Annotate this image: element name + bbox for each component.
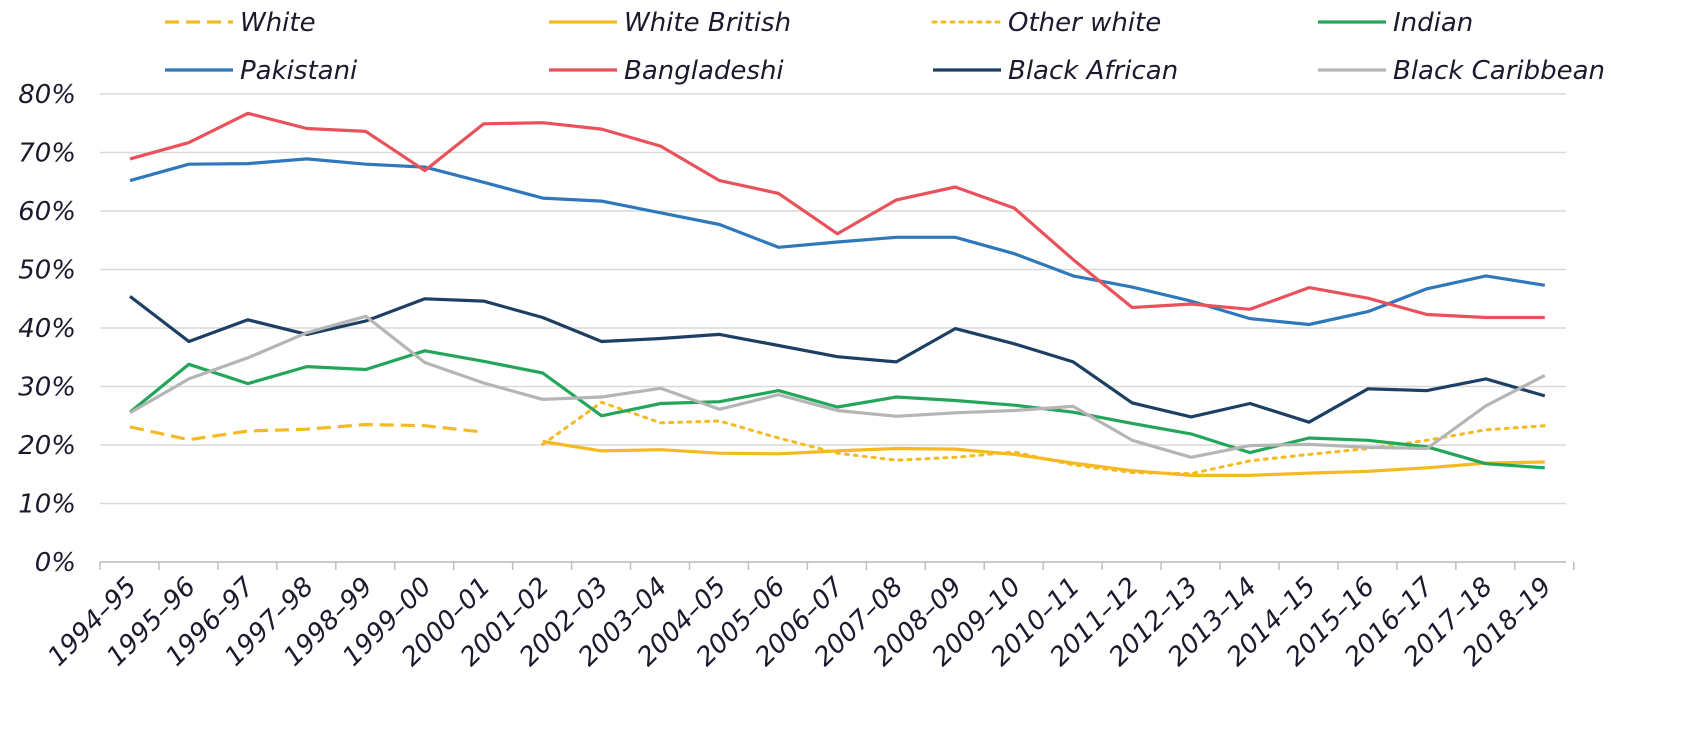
legend-label: Other white	[1008, 8, 1161, 38]
y-tick-label: 70%	[18, 139, 76, 169]
legend-label: White British	[624, 8, 791, 38]
y-tick-label: 60%	[18, 197, 76, 227]
legend-item-indian: Indian	[1318, 8, 1473, 38]
y-tick-label: 20%	[18, 431, 76, 461]
legend-item-black-african: Black African	[933, 56, 1178, 86]
legend-item-white: White	[165, 8, 316, 38]
series-line-pakistani	[129, 157, 1546, 327]
legend-item-pakistani: Pakistani	[165, 56, 358, 86]
legend-label: Indian	[1393, 8, 1473, 38]
legend-label: White	[240, 8, 316, 38]
legend-item-other-white: Other white	[931, 8, 1161, 38]
legend-item-white-british: White British	[549, 8, 791, 38]
series-line-black-caribbean	[129, 314, 1546, 459]
legend-label: Bangladeshi	[624, 56, 784, 86]
legend: White White British Other white Indian Pakis…	[165, 8, 1605, 86]
gridlines	[100, 93, 1566, 563]
series-line-bangladeshi	[129, 111, 1545, 320]
legend-label: Black Caribbean	[1393, 56, 1605, 86]
legend-label: Pakistani	[240, 56, 358, 86]
x-axis: 1994–951995–961996–971997–981998–991999–…	[42, 561, 1575, 672]
y-tick-label: 80%	[18, 80, 76, 110]
y-tick-label: 40%	[18, 314, 76, 344]
y-tick-label: 10%	[18, 490, 76, 520]
legend-item-black-caribbean: Black Caribbean	[1318, 56, 1605, 86]
series-line-black-african	[129, 295, 1546, 424]
legend-item-bangladeshi: Bangladeshi	[549, 56, 784, 86]
series-line-other-white	[541, 400, 1547, 476]
y-tick-label: 50%	[18, 256, 76, 286]
series-lines	[128, 111, 1547, 477]
legend-label: Black African	[1008, 56, 1178, 86]
y-axis-tick-labels: 0% 10% 20% 30% 40% 50% 60% 70% 80%	[18, 80, 76, 578]
y-tick-label: 0%	[35, 548, 76, 578]
series-line-indian	[128, 349, 1545, 470]
series-line-white	[129, 422, 484, 442]
y-tick-label: 30%	[18, 373, 76, 403]
